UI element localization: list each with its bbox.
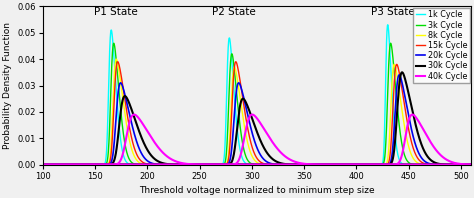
1k Cycle bbox=[116, 125, 122, 127]
Line: 40k Cycle: 40k Cycle bbox=[43, 115, 474, 165]
8k Cycle bbox=[113, 58, 119, 60]
1k Cycle bbox=[109, 29, 114, 31]
20k Cycle bbox=[40, 164, 46, 166]
20k Cycle bbox=[90, 164, 96, 166]
1k Cycle bbox=[423, 164, 429, 166]
Line: 30k Cycle: 30k Cycle bbox=[43, 96, 474, 165]
20k Cycle bbox=[118, 82, 124, 84]
Legend: 1k Cycle, 3k Cycle, 8k Cycle, 15k Cycle, 20k Cycle, 30k Cycle, 40k Cycle: 1k Cycle, 3k Cycle, 8k Cycle, 15k Cycle,… bbox=[413, 8, 470, 83]
1k Cycle bbox=[40, 164, 46, 166]
15k Cycle bbox=[115, 61, 120, 63]
3k Cycle bbox=[116, 91, 122, 93]
3k Cycle bbox=[209, 164, 214, 166]
Text: P1 State: P1 State bbox=[94, 7, 138, 17]
8k Cycle bbox=[472, 164, 474, 166]
15k Cycle bbox=[116, 63, 122, 66]
40k Cycle bbox=[228, 164, 233, 166]
Y-axis label: Probability Density Function: Probability Density Function bbox=[3, 22, 12, 149]
Text: P3 State: P3 State bbox=[371, 7, 415, 17]
15k Cycle bbox=[470, 164, 474, 166]
15k Cycle bbox=[228, 164, 233, 166]
30k Cycle bbox=[423, 164, 429, 166]
3k Cycle bbox=[111, 42, 117, 44]
30k Cycle bbox=[116, 127, 122, 130]
30k Cycle bbox=[228, 164, 233, 166]
8k Cycle bbox=[228, 164, 233, 166]
40k Cycle bbox=[131, 113, 137, 116]
Line: 3k Cycle: 3k Cycle bbox=[43, 43, 474, 165]
1k Cycle bbox=[470, 164, 474, 166]
8k Cycle bbox=[423, 164, 429, 166]
15k Cycle bbox=[423, 164, 429, 166]
20k Cycle bbox=[209, 164, 214, 166]
X-axis label: Threshold voltage normalized to minimum step size: Threshold voltage normalized to minimum … bbox=[139, 186, 375, 195]
1k Cycle bbox=[228, 164, 233, 166]
8k Cycle bbox=[209, 164, 214, 166]
30k Cycle bbox=[40, 164, 46, 166]
40k Cycle bbox=[470, 164, 474, 166]
3k Cycle bbox=[40, 164, 46, 166]
3k Cycle bbox=[471, 164, 474, 166]
1k Cycle bbox=[90, 164, 96, 166]
20k Cycle bbox=[116, 86, 122, 88]
Line: 20k Cycle: 20k Cycle bbox=[43, 83, 474, 165]
20k Cycle bbox=[423, 164, 429, 166]
40k Cycle bbox=[423, 164, 429, 166]
40k Cycle bbox=[90, 164, 96, 166]
40k Cycle bbox=[209, 164, 214, 166]
15k Cycle bbox=[209, 164, 214, 166]
15k Cycle bbox=[90, 164, 96, 166]
20k Cycle bbox=[470, 164, 474, 166]
8k Cycle bbox=[470, 164, 474, 166]
3k Cycle bbox=[423, 164, 429, 166]
Text: P2 State: P2 State bbox=[212, 7, 256, 17]
30k Cycle bbox=[122, 95, 128, 97]
30k Cycle bbox=[470, 164, 474, 166]
Line: 15k Cycle: 15k Cycle bbox=[43, 62, 474, 165]
40k Cycle bbox=[116, 162, 122, 164]
8k Cycle bbox=[90, 164, 96, 166]
15k Cycle bbox=[40, 164, 46, 166]
Line: 8k Cycle: 8k Cycle bbox=[43, 59, 474, 165]
8k Cycle bbox=[116, 70, 122, 72]
3k Cycle bbox=[390, 164, 395, 166]
8k Cycle bbox=[40, 164, 46, 166]
30k Cycle bbox=[90, 164, 96, 166]
20k Cycle bbox=[228, 164, 233, 166]
40k Cycle bbox=[40, 164, 46, 166]
3k Cycle bbox=[90, 164, 96, 166]
3k Cycle bbox=[228, 164, 233, 166]
30k Cycle bbox=[209, 164, 214, 166]
Line: 1k Cycle: 1k Cycle bbox=[43, 30, 474, 165]
1k Cycle bbox=[209, 164, 214, 166]
